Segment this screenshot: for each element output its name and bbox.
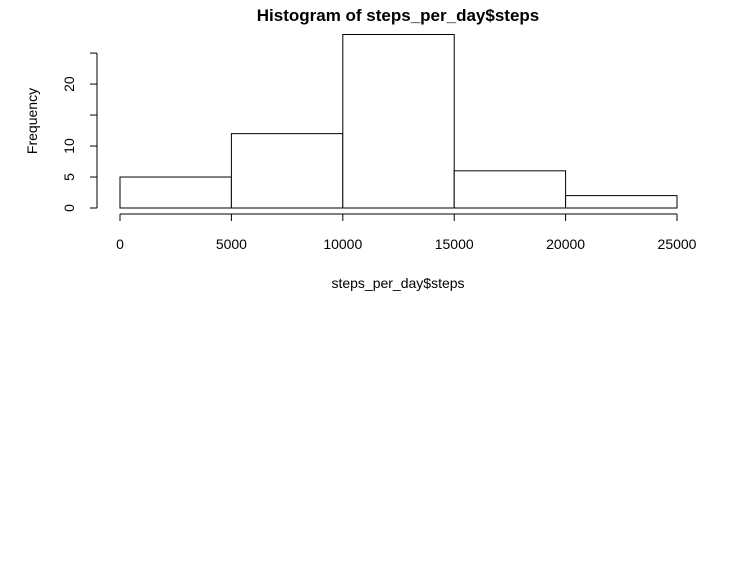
y-tick-label-1: 0: [61, 204, 77, 212]
x-tick-label-3: 10000: [323, 236, 362, 252]
histogram-bar-3: [342, 34, 455, 209]
histogram-bar-2: [230, 133, 344, 209]
y-tick-label-5: 20: [61, 76, 77, 92]
x-tick-label-4: 15000: [435, 236, 474, 252]
bars-layer: [119, 34, 678, 209]
x-tick-label-6: 25000: [658, 236, 697, 252]
y-axis-label: Frequency: [24, 88, 40, 154]
y-tick-label-2: 5: [61, 173, 77, 181]
x-tick-label-1: 0: [116, 236, 124, 252]
x-tick-label-5: 20000: [546, 236, 585, 252]
x-axis-label: steps_per_day$steps: [331, 275, 464, 291]
histogram-bar-4: [453, 170, 567, 209]
y-axis: 0 5 10 20: [61, 52, 98, 212]
histogram-bar-1: [119, 176, 232, 209]
x-axis: 0 5000 10000 15000 20000 25000: [116, 213, 697, 252]
x-tick-label-2: 5000: [216, 236, 247, 252]
chart-title: Histogram of steps_per_day$steps: [257, 6, 540, 25]
y-tick-label-3: 10: [61, 138, 77, 154]
histogram-bar-5: [565, 195, 678, 209]
